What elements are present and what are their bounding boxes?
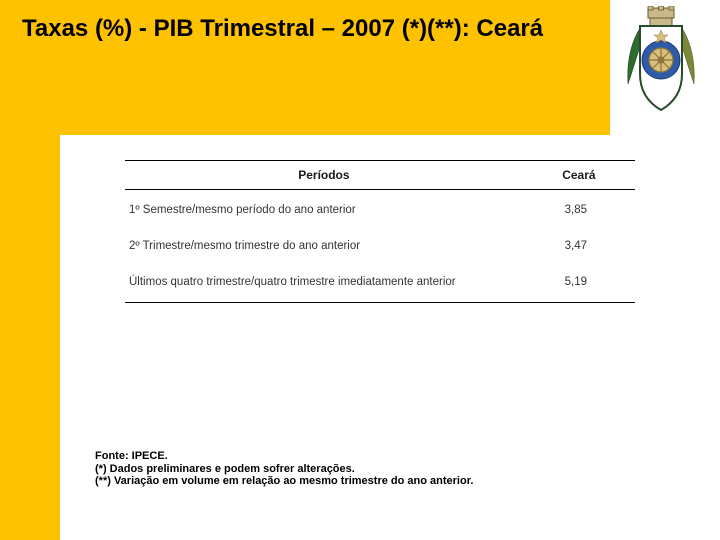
footnotes: Fonte: IPECE. (*) Dados preliminares e p… — [95, 450, 515, 488]
table-row: 2º Trimestre/mesmo trimestre do ano ante… — [125, 226, 635, 262]
footnote-2: (**) Variação em volume em relação ao me… — [95, 475, 515, 488]
row-value: 3,47 — [523, 226, 635, 262]
table-header-row: Períodos Ceará — [125, 161, 635, 190]
column-header-ceara: Ceará — [523, 161, 635, 190]
table-row: Últimos quatro trimestre/quatro trimestr… — [125, 262, 635, 303]
slide-title: Taxas (%) - PIB Trimestral – 2007 (*)(**… — [22, 14, 582, 44]
row-value: 3,85 — [523, 190, 635, 227]
row-label: 2º Trimestre/mesmo trimestre do ano ante… — [125, 226, 523, 262]
data-table-region: Períodos Ceará 1º Semestre/mesmo período… — [125, 160, 635, 303]
footnote-1: (*) Dados preliminares e podem sofrer al… — [95, 463, 515, 476]
leaf-right-icon — [682, 28, 694, 84]
row-label: 1º Semestre/mesmo período do ano anterio… — [125, 190, 523, 227]
ceara-coat-of-arms-icon — [620, 6, 702, 116]
footnote-source: Fonte: IPECE. — [95, 450, 515, 463]
pib-table: Períodos Ceará 1º Semestre/mesmo período… — [125, 160, 635, 303]
row-label: Últimos quatro trimestre/quatro trimestr… — [125, 262, 523, 303]
leaf-left-icon — [628, 28, 640, 84]
left-yellow-strip — [0, 135, 60, 540]
column-header-periodos: Períodos — [125, 161, 523, 190]
row-value: 5,19 — [523, 262, 635, 303]
wheel-icon — [649, 48, 673, 72]
table-row: 1º Semestre/mesmo período do ano anterio… — [125, 190, 635, 227]
tower-icon — [648, 6, 674, 26]
